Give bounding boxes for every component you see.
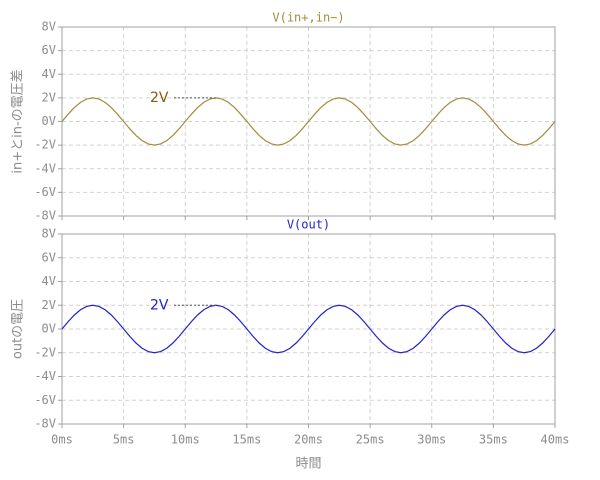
y-tick-label: -2V xyxy=(34,138,56,152)
annotation: 2V xyxy=(150,297,169,313)
x-tick-label: 30ms xyxy=(417,433,446,447)
y-axis-label: outの電圧 xyxy=(11,299,26,359)
y-tick-label: -8V xyxy=(34,417,56,431)
panel-title: V(in+,in−) xyxy=(272,11,344,25)
y-tick-label: 4V xyxy=(42,67,56,81)
x-tick-label: 15ms xyxy=(232,433,261,447)
y-tick-label: 4V xyxy=(42,274,56,288)
x-tick-label: 10ms xyxy=(171,433,200,447)
y-axis-label: in+とin-の電圧差 xyxy=(11,69,26,173)
y-tick-label: 6V xyxy=(42,43,56,57)
y-tick-label: -6V xyxy=(34,393,56,407)
x-axis-label: 時間 xyxy=(295,457,321,472)
annotation: 2V xyxy=(150,90,169,106)
y-tick-label: 0V xyxy=(42,322,56,336)
x-tick-label: 5ms xyxy=(113,433,135,447)
x-tick-label: 35ms xyxy=(479,433,508,447)
y-tick-label: -4V xyxy=(34,369,56,383)
y-tick-label: 8V xyxy=(42,227,56,241)
waveform xyxy=(61,97,556,146)
y-tick-label: 2V xyxy=(42,90,56,104)
y-tick-label: -4V xyxy=(34,161,56,175)
waveform xyxy=(61,304,556,354)
y-tick-label: -2V xyxy=(34,345,56,359)
y-tick-label: 6V xyxy=(42,250,56,264)
y-tick-label: 8V xyxy=(42,20,56,34)
x-tick-label: 25ms xyxy=(356,433,385,447)
x-tick-label: 40ms xyxy=(541,433,570,447)
y-tick-label: -6V xyxy=(34,185,56,199)
y-tick-label: 2V xyxy=(42,298,56,312)
panel-title: V(out) xyxy=(287,218,330,232)
y-tick-label: 0V xyxy=(42,114,56,128)
y-tick-label: -8V xyxy=(34,209,56,223)
x-tick-label: 20ms xyxy=(294,433,323,447)
x-tick-label: 0ms xyxy=(51,433,73,447)
